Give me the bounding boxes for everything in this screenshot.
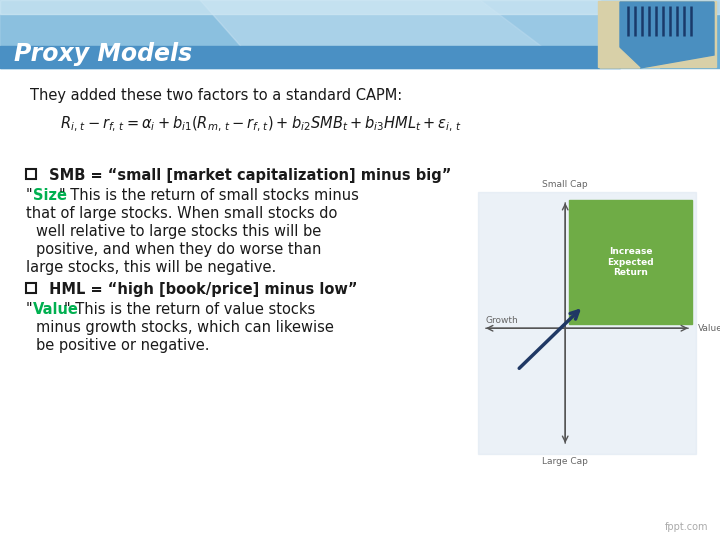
Text: They added these two factors to a standard CAPM:: They added these two factors to a standa… — [30, 88, 402, 103]
Text: Size: Size — [33, 188, 67, 203]
Bar — [26, 283, 36, 293]
Bar — [0, 0, 720, 14]
Text: HML = “high [book/price] minus low”: HML = “high [book/price] minus low” — [44, 282, 358, 297]
Text: Small Cap: Small Cap — [542, 180, 588, 189]
Bar — [26, 169, 36, 179]
Text: ": " — [26, 188, 32, 203]
Polygon shape — [0, 0, 570, 68]
Text: fppt.com: fppt.com — [665, 522, 708, 532]
Text: ": " — [26, 302, 32, 317]
Polygon shape — [620, 2, 714, 68]
Text: Proxy Models: Proxy Models — [14, 42, 192, 66]
Bar — [598, 1, 716, 67]
Polygon shape — [200, 0, 660, 68]
Bar — [0, 0, 720, 68]
Text: Large Cap: Large Cap — [542, 457, 588, 466]
Text: well relative to large stocks this will be: well relative to large stocks this will … — [36, 224, 321, 239]
Text: Value: Value — [698, 324, 720, 333]
Bar — [0, 46, 620, 68]
Text: be positive or negative.: be positive or negative. — [36, 338, 210, 353]
Text: positive, and when they do worse than: positive, and when they do worse than — [36, 242, 321, 257]
Bar — [478, 192, 696, 454]
Text: large stocks, this will be negative.: large stocks, this will be negative. — [26, 260, 276, 275]
Text: Value: Value — [33, 302, 79, 317]
Bar — [570, 200, 692, 324]
Text: Increase
Expected
Return: Increase Expected Return — [607, 247, 654, 277]
Text: SMB = “small [market capitalization] minus big”: SMB = “small [market capitalization] min… — [44, 168, 451, 183]
Text: Growth: Growth — [486, 316, 518, 325]
Text: $R_{i,\,t} - r_{f,\,t} = \alpha_i + b_{i1}(R_{m,\,t} - r_{f,\,t}) + b_{i2}SMB_t : $R_{i,\,t} - r_{f,\,t} = \alpha_i + b_{i… — [60, 115, 462, 134]
Text: minus growth stocks, which can likewise: minus growth stocks, which can likewise — [36, 320, 334, 335]
Text: " This is the return of value stocks: " This is the return of value stocks — [64, 302, 315, 317]
Text: that of large stocks. When small stocks do: that of large stocks. When small stocks … — [26, 206, 338, 221]
Text: " This is the return of small stocks minus: " This is the return of small stocks min… — [59, 188, 359, 203]
Polygon shape — [600, 30, 640, 68]
